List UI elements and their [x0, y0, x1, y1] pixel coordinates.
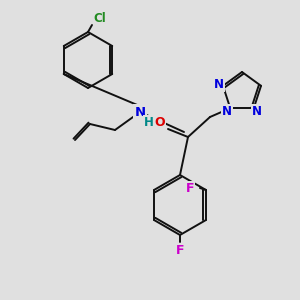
- Text: F: F: [186, 182, 194, 194]
- Text: H: H: [144, 116, 154, 128]
- Text: N: N: [134, 106, 146, 118]
- Text: N: N: [252, 105, 262, 118]
- Text: F: F: [176, 244, 184, 257]
- Text: O: O: [155, 116, 165, 130]
- Text: N: N: [222, 105, 232, 118]
- Text: N: N: [214, 78, 224, 91]
- Text: Cl: Cl: [94, 11, 106, 25]
